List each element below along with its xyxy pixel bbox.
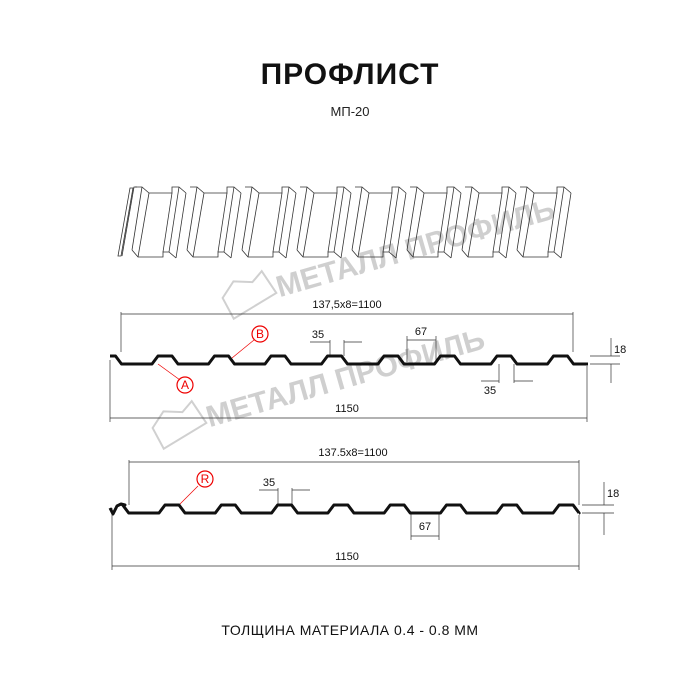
pitch-dimension: 137,5x8=1100 <box>312 299 381 311</box>
page-subtitle: МП-20 <box>330 104 370 119</box>
sheet-rib <box>117 187 134 257</box>
width-dimension: 1150 <box>335 403 359 415</box>
sheet-rib <box>186 186 242 259</box>
sheet-rib <box>296 186 352 259</box>
sheet-rib <box>461 249 507 259</box>
sheet-rib <box>131 186 187 259</box>
sheet-rib <box>351 249 397 259</box>
watermark-text: МЕТАЛЛ ПРОФИЛЬ <box>272 193 558 304</box>
callout-b-label: B <box>256 327 264 341</box>
top-dimension-2: 35 <box>263 477 275 489</box>
sheet-rib <box>516 186 572 259</box>
sheet-rib <box>461 186 517 259</box>
watermark-logo-icon <box>221 269 278 321</box>
profile-2-line <box>108 502 581 516</box>
callout-r-label: R <box>201 472 210 486</box>
sheet-rib <box>186 249 232 259</box>
material-thickness: ТОЛЩИНА МАТЕРИАЛА 0.4 - 0.8 ММ <box>221 622 479 638</box>
sheet-rib <box>516 249 562 259</box>
sheet-rib <box>351 186 407 259</box>
sheet-rib <box>296 249 342 259</box>
width-dimension-2: 1150 <box>335 551 359 563</box>
trough-dimension-2: 67 <box>419 521 431 533</box>
height-dimension-2: 18 <box>607 488 619 500</box>
sheet-3d-view <box>117 186 572 259</box>
watermark-1: МЕТАЛЛ ПРОФИЛЬ <box>221 193 559 321</box>
profile-1 <box>109 312 620 422</box>
profile-1-line <box>110 354 588 366</box>
sheet-rib <box>131 249 177 259</box>
pitch-dimension-2: 137.5x8=1100 <box>318 447 387 459</box>
callout-b <box>251 325 269 343</box>
watermark-logo-icon <box>151 399 208 451</box>
trough-dimension: 67 <box>415 326 427 338</box>
watermark-text: МЕТАЛЛ ПРОФИЛЬ <box>202 323 488 434</box>
callout-a <box>176 376 194 394</box>
callout-r <box>196 470 214 488</box>
sheet-rib <box>406 186 462 259</box>
sheet-rib <box>406 249 452 259</box>
sheet-rib <box>241 186 297 259</box>
page-title: ПРОФЛИСТ <box>260 58 440 91</box>
height-dimension: 18 <box>614 344 626 356</box>
profile-2 <box>111 460 614 570</box>
top-dimension: 35 <box>312 329 324 341</box>
sheet-rib <box>241 249 287 259</box>
callout-a-label: A <box>181 378 189 392</box>
bottom-dimension: 35 <box>484 385 496 397</box>
